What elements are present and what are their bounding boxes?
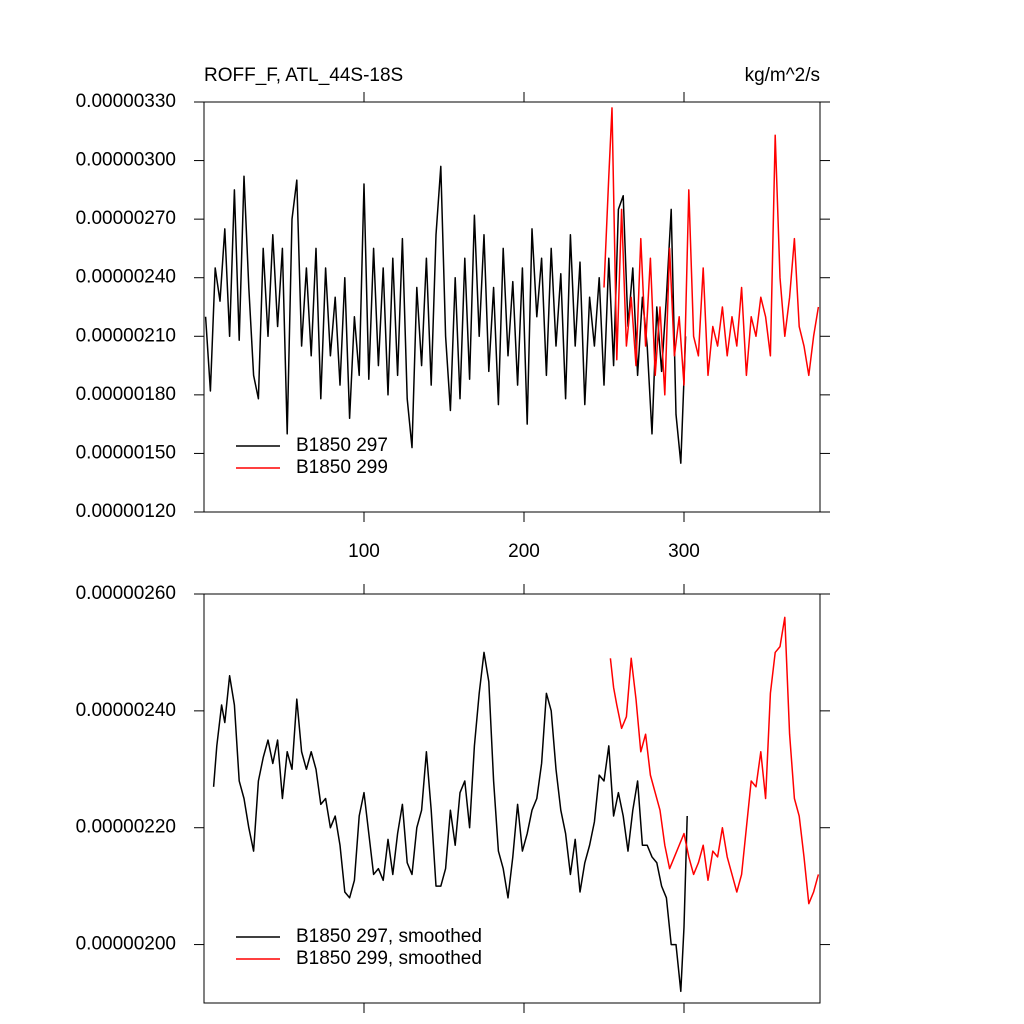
y-tick-label: 0.00000180: [76, 384, 176, 405]
data-line: [603, 107, 820, 396]
y-tick-label: 0.00000300: [76, 150, 176, 171]
y-tick-label: 0.00000120: [76, 501, 176, 522]
x-tick-label: 200: [508, 541, 540, 562]
y-tick-label: 0.00000330: [76, 91, 176, 112]
data-line: [204, 165, 687, 464]
plot-frame: [203, 101, 821, 513]
y-tick-label: 0.00000270: [76, 208, 176, 229]
legend-label: B1850 297, smoothed: [296, 926, 482, 947]
legend-label: B1850 297: [296, 435, 388, 456]
y-tick-label: 0.00000210: [76, 325, 176, 346]
x-tick-label: 100: [348, 541, 380, 562]
y-tick-label: 0.00000200: [76, 934, 176, 955]
data-line: [609, 616, 820, 905]
units-label: kg/m^2/s: [745, 65, 820, 86]
y-tick-label: 0.00000240: [76, 700, 176, 721]
x-tick-label: 300: [668, 541, 700, 562]
data-line: [212, 651, 688, 993]
legend-label: B1850 299, smoothed: [296, 948, 482, 969]
chart-title: ROFF_F, ATL_44S-18S: [204, 65, 403, 86]
y-tick-label: 0.00000220: [76, 817, 176, 838]
y-tick-label: 0.00000240: [76, 267, 176, 288]
legend-label: B1850 299: [296, 457, 388, 478]
y-tick-label: 0.00000150: [76, 442, 176, 463]
plot-frame: [203, 593, 821, 1004]
y-tick-label: 0.00000260: [76, 583, 176, 604]
